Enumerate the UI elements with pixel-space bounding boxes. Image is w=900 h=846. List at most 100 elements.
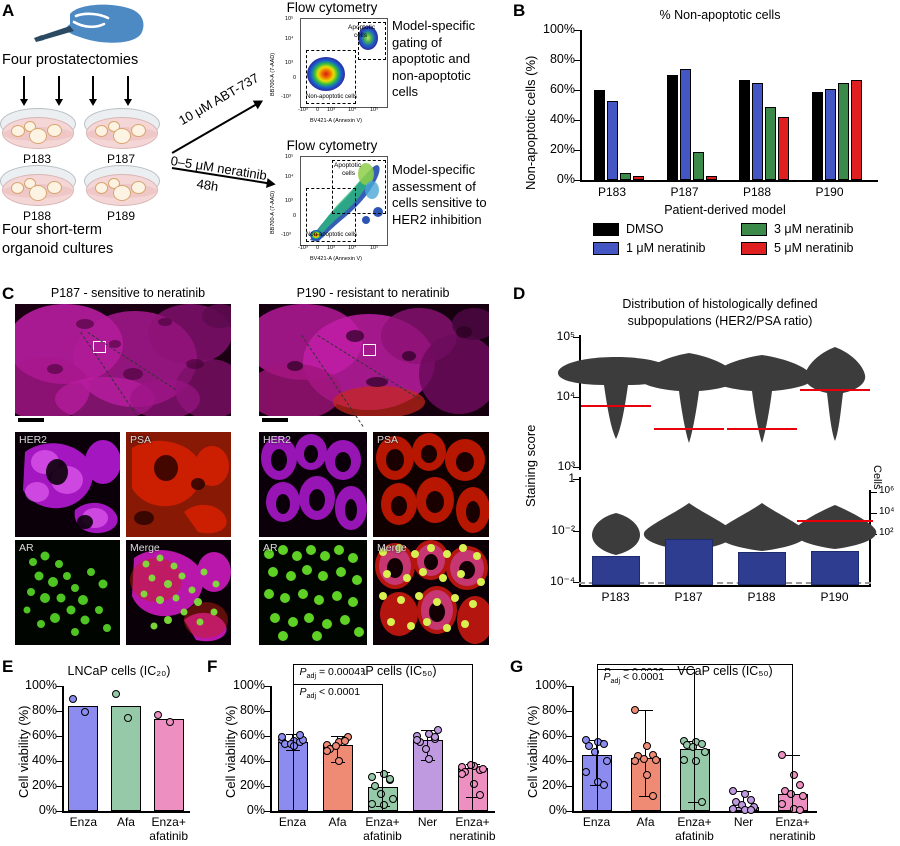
panel-b-plot: 0% 20% 40% 60% 80% 100% P183 P187 P188 P190 [543, 22, 878, 199]
panel-b-title: % Non-apoptotic cells [659, 8, 781, 22]
panel-d-title-1: Distribution of histologically defined [622, 297, 818, 311]
panel-g-datapoint-4-5 [799, 792, 807, 800]
panel-e-datapoint-2-1 [166, 718, 175, 727]
panel-f-ytick [264, 761, 270, 762]
panel-b-bar-P187-3 [705, 175, 717, 180]
panel-g-errorbar-1 [644, 709, 647, 796]
panel-d-cells-bar-P190 [810, 550, 859, 585]
panel-b-bar-P183-0 [594, 90, 605, 180]
panel-d-y2tick [871, 492, 877, 493]
panel-d-ytick-label: 10³ [557, 459, 575, 473]
panel-f-sig-bracket-0 [292, 684, 383, 811]
panel-b-y-axis [580, 30, 582, 180]
panel-g-x-axis [572, 811, 817, 813]
flow-xtick-bottom-2: 10³ [327, 245, 335, 251]
panel-f-ytick [264, 711, 270, 712]
panel-g-datapoint-2-4 [689, 743, 697, 752]
violin-upper-median-P187 [653, 427, 724, 430]
panel-f-ytick [264, 811, 270, 812]
panel-a-caption-top: Four prostatectomies [2, 52, 139, 68]
panel-e-label: E [2, 657, 14, 676]
panel-f-datapoint-2-6 [368, 799, 376, 808]
panel-f-ytick-label: 20% [239, 778, 265, 792]
panel-f-datapoint-2-7 [380, 800, 388, 809]
panel-g-ytick [566, 786, 572, 787]
panel-b-bar-P190-0 [811, 91, 823, 180]
panel-e-datapoint-0-1 [80, 708, 89, 717]
panel-f-sig-label-0: Padj < 0.0001 [298, 686, 362, 701]
panel-b-bar-P188-2 [765, 106, 776, 180]
arrow-down-3 [88, 76, 97, 106]
gate-apoptotic-top-label: Apoptotic [348, 24, 376, 31]
overview-image-p187 [15, 304, 231, 416]
panel-g-datapoint-1-1 [643, 742, 651, 750]
panel-d-cells-bar-P183 [591, 556, 640, 585]
violin-upper-median-P190 [799, 388, 870, 391]
flow-xtick-top-1: 0 [316, 107, 320, 113]
panel-b-ytick [574, 180, 580, 181]
panel-c-right-title: P190 - resistant to neratinib [296, 286, 450, 300]
panel-g: G VCaP cells (IC₅₀) Cell viability (%) 0… [505, 650, 900, 846]
panel-b-bar-P183-1 [607, 100, 618, 180]
panel-f-xtick-label-4: Enza+ [455, 815, 490, 829]
panel-e-datapoint-1-0 [111, 689, 120, 698]
legend-swatch-1um [593, 242, 619, 256]
flow-xlabel-bottom: BV421-A (Annexin V) [310, 256, 362, 262]
panel-e-bar-1 [111, 706, 141, 811]
panel-d-y2tick-label: 10² [879, 527, 894, 538]
flow-xlabel-top: BV421-A (Annexin V) [310, 118, 362, 124]
panel-f-xtick-label-3: Ner [417, 815, 438, 829]
surgeon-hand-icon [30, 2, 160, 50]
panel-e-xtick-label-1: Afa [116, 815, 135, 829]
scale-bar-p190 [262, 418, 288, 422]
scale-bar-p187 [18, 418, 44, 422]
inset-label-ar: AR [263, 542, 278, 554]
panel-e: E LNCaP cells (IC₂₀) Cell viability (%) … [0, 650, 205, 846]
gate-apoptotic-bottom-label2: cells [342, 170, 356, 177]
panel-f-datapoint-2-0 [368, 773, 376, 782]
legend-swatch-dmso [593, 223, 619, 237]
panel-b-bar-P187-2 [692, 151, 704, 180]
gate-apoptotic-bottom-label: Apoptotic [334, 162, 362, 169]
panel-b-bar-P187-0 [666, 75, 678, 180]
panel-c-left-title: P187 - sensitive to neratinib [50, 286, 206, 300]
gate-nonapoptotic-top [306, 50, 356, 104]
panel-b-bar-P190-1 [824, 88, 836, 180]
flow-xtick-top-4: 10⁵ [370, 107, 379, 113]
panel-g-datapoint-3-0 [729, 787, 737, 795]
panel-f-ytick [264, 686, 270, 687]
panel-e-ytick-label: 40% [31, 753, 57, 767]
panel-e-ytick-label: 0% [38, 803, 57, 817]
panel-b-ytick [574, 60, 580, 61]
panel-e-x-axis [62, 811, 190, 813]
panel-g-datapoint-4-4 [787, 789, 795, 798]
panel-e-y-axis [62, 686, 64, 811]
panel-g-datapoint-0-8 [600, 780, 608, 789]
panel-f-datapoint-4-4 [467, 760, 475, 769]
inset-ar-p190: AR [259, 540, 367, 645]
panel-d-y-axis-lower [579, 477, 581, 585]
panel-f-datapoint-2-1 [380, 769, 388, 778]
panel-f-sig-p: P [299, 686, 307, 698]
violin-upper-P190 [804, 347, 865, 441]
panel-d-label: D [513, 284, 526, 303]
panel-g-datapoint-3-8 [747, 805, 755, 814]
zoom-region-box-p187 [93, 341, 106, 353]
panel-b-ytick [574, 30, 580, 31]
panel-b-ytick [574, 150, 580, 151]
panel-g-datapoint-4-1 [790, 770, 798, 779]
panel-g-errorcap-lo-2 [687, 802, 702, 804]
inset-label-psa: PSA [377, 434, 399, 446]
panel-e-xtick-label-0: Enza [69, 815, 97, 829]
panel-f-datapoint-0-7 [290, 742, 298, 750]
violin-lower-P188 [716, 503, 807, 551]
panel-g-datapoint-3-6 [729, 804, 737, 813]
panel-d-ytick [573, 582, 579, 583]
panel-g-sig-bracket-0 [596, 669, 695, 811]
panel-f-xtick-label-0: Enza [278, 815, 307, 829]
flow-xtick-bottom-4: 10⁵ [370, 245, 379, 251]
flow-ytick-top-3: 0 [293, 75, 297, 81]
panel-e-plot: 0% 20% 40% 60% 80% 100% Enza Afa Enza+ afatinib [25, 678, 190, 843]
panel-g-datapoint-0-6 [582, 768, 590, 777]
desc-top: Model-specific gating of apoptotic and n… [392, 18, 475, 101]
